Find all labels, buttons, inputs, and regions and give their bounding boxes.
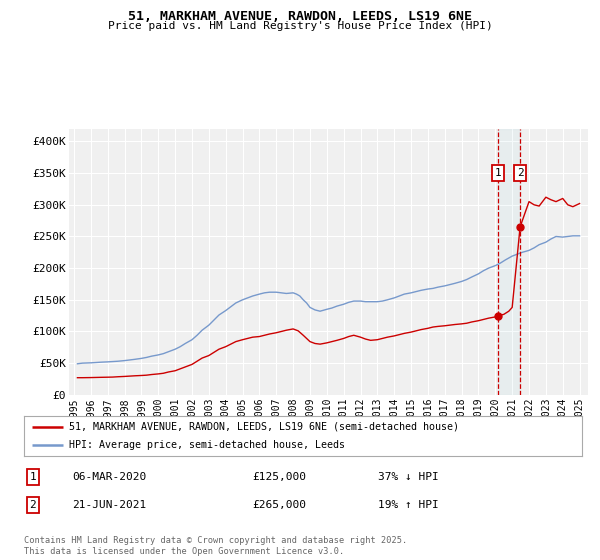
Text: 51, MARKHAM AVENUE, RAWDON, LEEDS, LS19 6NE: 51, MARKHAM AVENUE, RAWDON, LEEDS, LS19 … [128,10,472,23]
Text: 1: 1 [495,168,502,178]
Text: 1: 1 [29,472,37,482]
Text: 2: 2 [29,500,37,510]
Text: Price paid vs. HM Land Registry's House Price Index (HPI): Price paid vs. HM Land Registry's House … [107,21,493,31]
Text: Contains HM Land Registry data © Crown copyright and database right 2025.
This d: Contains HM Land Registry data © Crown c… [24,536,407,556]
Text: £125,000: £125,000 [252,472,306,482]
Bar [498,129,520,395]
Text: 19% ↑ HPI: 19% ↑ HPI [378,500,439,510]
Text: 06-MAR-2020: 06-MAR-2020 [72,472,146,482]
Text: 21-JUN-2021: 21-JUN-2021 [72,500,146,510]
Text: 2: 2 [517,168,523,178]
Text: £265,000: £265,000 [252,500,306,510]
Text: HPI: Average price, semi-detached house, Leeds: HPI: Average price, semi-detached house,… [68,440,344,450]
Text: 37% ↓ HPI: 37% ↓ HPI [378,472,439,482]
Text: 51, MARKHAM AVENUE, RAWDON, LEEDS, LS19 6NE (semi-detached house): 51, MARKHAM AVENUE, RAWDON, LEEDS, LS19 … [68,422,458,432]
